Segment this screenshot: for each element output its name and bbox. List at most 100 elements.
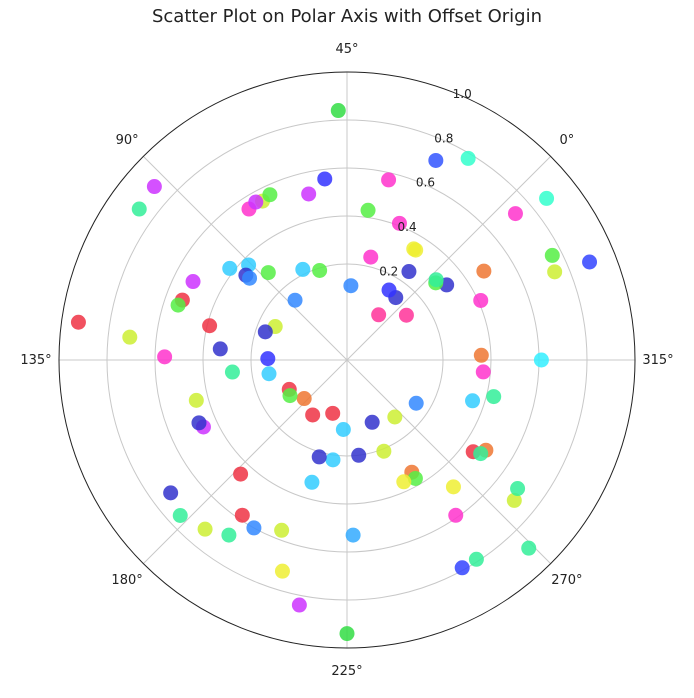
scatter-point — [473, 446, 489, 462]
theta-tick-label: 135° — [20, 353, 51, 368]
polar-frame — [58, 71, 636, 649]
scatter-point — [381, 282, 397, 298]
r-tick-labels: 0.2 0.4 0.6 0.8 1.0 — [379, 87, 472, 278]
scatter-point — [305, 407, 321, 423]
scatter-point — [301, 186, 317, 202]
scatter-point — [544, 247, 560, 263]
scatter-point — [371, 307, 387, 323]
scatter-point — [396, 474, 412, 490]
scatter-point — [335, 422, 351, 438]
scatter-point — [70, 314, 86, 330]
scatter-point — [364, 414, 380, 430]
scatter-point — [224, 364, 240, 380]
scatter-point — [360, 202, 376, 218]
chart-title: Scatter Plot on Polar Axis with Offset O… — [151, 6, 542, 27]
scatter-point — [330, 103, 346, 119]
r-tick-label: 0.2 — [379, 264, 398, 278]
theta-grid-line — [346, 155, 552, 361]
scatter-point — [428, 272, 444, 288]
scatter-point — [296, 391, 312, 407]
scatter-point — [398, 307, 414, 323]
scatter-point — [157, 349, 173, 365]
scatter-point — [506, 492, 522, 508]
theta-tick-label: 180° — [111, 573, 142, 588]
scatter-point — [317, 171, 333, 187]
scatter-point — [170, 297, 186, 313]
scatter-point — [345, 527, 361, 543]
scatter-point — [325, 405, 341, 421]
scatter-point — [260, 351, 276, 367]
scatter-point — [234, 507, 250, 523]
scatter-point — [401, 264, 417, 280]
theta-tick-label: 270° — [551, 573, 582, 588]
scatter-point — [325, 452, 341, 468]
scatter-point — [242, 270, 258, 286]
theta-tick-label: 225° — [331, 664, 362, 679]
scatter-point — [486, 389, 502, 405]
scatter-point — [507, 206, 523, 222]
scatter-point — [172, 507, 188, 523]
scatter-point — [291, 597, 307, 613]
theta-tick-label: 315° — [642, 353, 673, 368]
scatter-point — [510, 481, 526, 497]
r-tick-label: 0.4 — [398, 220, 417, 234]
scatter-point — [295, 261, 311, 277]
scatter-point — [376, 443, 392, 459]
scatter-point — [191, 415, 207, 431]
scatter-point — [391, 215, 407, 231]
scatter-point — [407, 470, 423, 486]
scatter-point — [547, 264, 563, 280]
theta-tick-label: 45° — [335, 42, 358, 57]
scatter-point — [582, 254, 598, 270]
scatter-point — [363, 249, 379, 265]
scatter-point — [448, 507, 464, 523]
scatter-point — [274, 522, 290, 538]
scatter-point — [287, 292, 303, 308]
scatter-point — [387, 409, 403, 425]
theta-tick-label: 90° — [116, 133, 139, 148]
r-tick-label: 0.8 — [434, 131, 453, 145]
scatter-points — [70, 103, 598, 642]
scatter-point — [312, 262, 328, 278]
scatter-point — [274, 563, 290, 579]
r-tick-label: 1.0 — [453, 87, 472, 101]
scatter-point — [475, 364, 491, 380]
theta-tick-labels: 0° 45° 90° 135° 180° 225° 270° 315° — [20, 42, 673, 679]
scatter-point — [445, 479, 461, 495]
scatter-point — [212, 341, 228, 357]
scatter-point — [454, 560, 470, 576]
theta-grid-line — [346, 359, 552, 565]
scatter-point — [428, 152, 444, 168]
scatter-point — [460, 150, 476, 166]
scatter-point — [260, 265, 276, 281]
scatter-point — [465, 393, 481, 409]
scatter-point — [304, 474, 320, 490]
scatter-point — [131, 201, 147, 217]
scatter-point — [282, 388, 298, 404]
theta-tick-label: 0° — [560, 133, 575, 148]
r-tick-label: 0.6 — [416, 176, 435, 190]
scatter-point — [122, 329, 138, 345]
scatter-point — [406, 241, 422, 257]
scatter-point — [339, 626, 355, 642]
scatter-point — [261, 366, 277, 382]
scatter-point — [533, 352, 549, 368]
scatter-point — [188, 392, 204, 408]
scatter-point — [163, 485, 179, 501]
scatter-point — [185, 274, 201, 290]
scatter-point — [539, 190, 555, 206]
scatter-point — [197, 521, 213, 537]
scatter-point — [351, 447, 367, 463]
scatter-point — [262, 187, 278, 203]
scatter-point — [221, 527, 237, 543]
theta-grid-line — [142, 359, 348, 565]
scatter-point — [521, 540, 537, 556]
scatter-point — [202, 318, 218, 334]
scatter-point — [246, 520, 262, 536]
scatter-point — [343, 278, 359, 294]
theta-grid-line — [142, 155, 348, 361]
scatter-point — [248, 194, 264, 210]
scatter-point — [473, 292, 489, 308]
scatter-point — [476, 263, 492, 279]
